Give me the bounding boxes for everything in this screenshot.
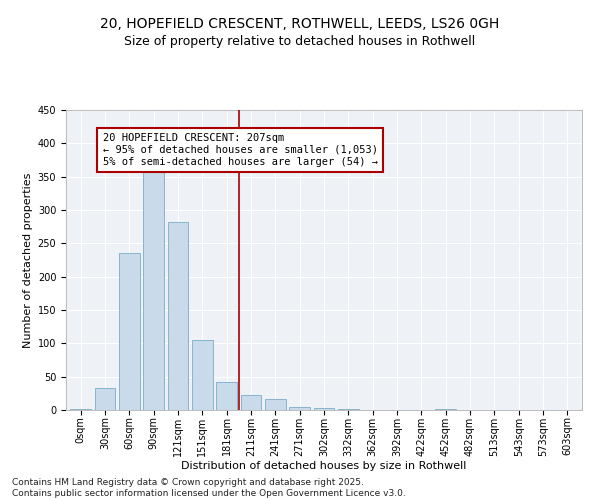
Bar [241,394,262,410]
Bar [167,222,188,410]
Bar [119,254,140,410]
Bar [289,406,310,410]
Text: 20 HOPEFIELD CRESCENT: 207sqm
← 95% of detached houses are smaller (1,053)
5% of: 20 HOPEFIELD CRESCENT: 207sqm ← 95% of d… [103,134,377,166]
Bar [192,340,212,410]
Bar [70,408,91,410]
Y-axis label: Number of detached properties: Number of detached properties [23,172,34,348]
Text: 20, HOPEFIELD CRESCENT, ROTHWELL, LEEDS, LS26 0GH: 20, HOPEFIELD CRESCENT, ROTHWELL, LEEDS,… [100,18,500,32]
Bar [265,398,286,410]
Bar [314,408,334,410]
Text: Contains HM Land Registry data © Crown copyright and database right 2025.
Contai: Contains HM Land Registry data © Crown c… [12,478,406,498]
X-axis label: Distribution of detached houses by size in Rothwell: Distribution of detached houses by size … [181,461,467,471]
Bar [143,166,164,410]
Bar [95,388,115,410]
Text: Size of property relative to detached houses in Rothwell: Size of property relative to detached ho… [124,35,476,48]
Bar [216,382,237,410]
